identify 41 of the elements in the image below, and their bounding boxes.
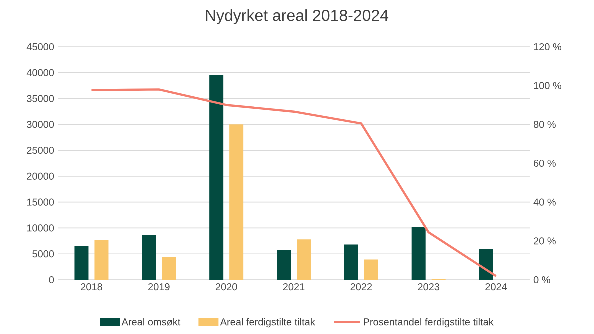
y-tick-label: 10000 — [27, 224, 54, 232]
y-tick-label: 35000 — [27, 95, 54, 102]
y2-tick-label: 40 % — [534, 198, 556, 206]
y-tick-label: 5000 — [32, 250, 54, 258]
bar — [412, 227, 426, 280]
y-tick-label: 45000 — [26, 43, 54, 51]
x-tick-label: 2020 — [216, 284, 238, 291]
bar — [277, 250, 291, 280]
y2-tick-label: 120 % — [534, 43, 562, 51]
bar — [162, 257, 176, 280]
y-tick-label: 15000 — [27, 198, 54, 206]
legend-label: Areal omsøkt — [122, 318, 181, 326]
bar — [210, 75, 224, 280]
x-tick-label: 2021 — [283, 284, 305, 291]
bar — [479, 249, 494, 280]
y-tick-label: 40000 — [26, 69, 54, 76]
y-tick-label: 30000 — [27, 121, 54, 128]
x-tick-label: 2022 — [350, 284, 372, 291]
bar — [297, 240, 311, 280]
x-tick-label: 2024 — [486, 284, 508, 291]
y2-tick-label: 60 % — [534, 160, 556, 168]
x-tick-label: 2018 — [81, 284, 102, 291]
x-tick-label: 2019 — [148, 284, 170, 291]
y-tick-label: 0 — [49, 276, 54, 284]
y-tick-label: 25000 — [27, 147, 54, 154]
legend-label: Prosentandel ferdigstilte tiltak — [364, 318, 494, 328]
chart-title: Nydyrket areal 2018-2024 — [206, 10, 389, 24]
bar — [344, 244, 358, 280]
x-tick-label: 2023 — [418, 284, 440, 291]
legend-label: Areal ferdigstilte tiltak — [220, 318, 316, 328]
y2-tick-label: 80 % — [534, 121, 556, 128]
bar — [364, 260, 378, 280]
y2-tick-label: 20 % — [534, 238, 556, 245]
bar — [94, 240, 109, 280]
bar — [230, 124, 244, 280]
y2-tick-label: 100 % — [534, 82, 562, 90]
y-tick-label: 20000 — [27, 172, 54, 180]
bar — [74, 246, 89, 280]
y2-tick-label: 0 % — [534, 276, 550, 284]
bar — [142, 235, 156, 280]
line-series — [90, 88, 498, 278]
